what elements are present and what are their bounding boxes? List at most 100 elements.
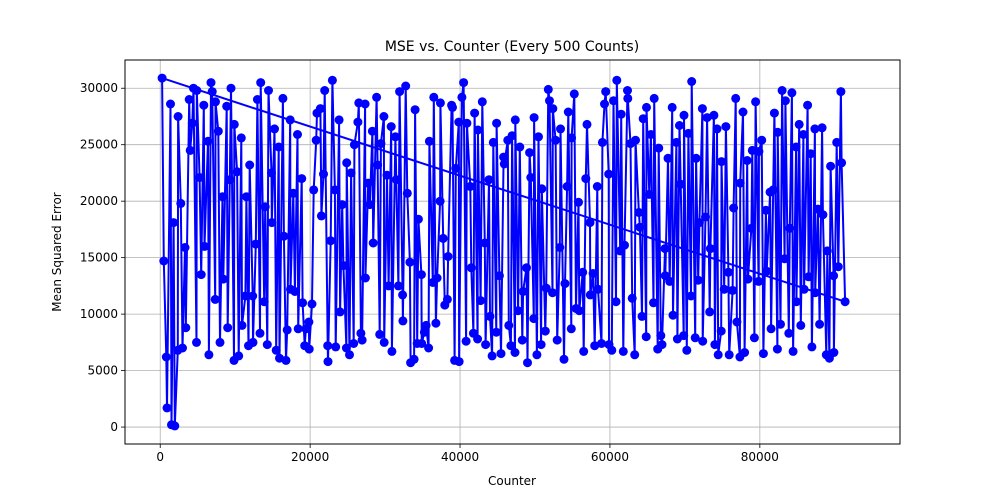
data-point [251, 239, 261, 249]
data-point [710, 340, 720, 350]
data-point [372, 92, 382, 102]
data-point [728, 285, 738, 295]
data-point [236, 133, 246, 143]
data-point [451, 163, 461, 173]
data-point [316, 211, 326, 221]
data-point [649, 298, 658, 308]
data-point [746, 223, 756, 233]
data-point [675, 121, 684, 130]
data-point [735, 178, 745, 188]
data-point [548, 104, 558, 114]
data-point [229, 119, 239, 129]
data-point [260, 202, 270, 212]
data-point [405, 257, 415, 267]
data-point [465, 182, 475, 191]
data-point [690, 333, 700, 343]
data-point [409, 354, 419, 364]
data-point [515, 142, 525, 152]
data-point [494, 271, 504, 281]
data-point [687, 77, 697, 86]
data-point [616, 109, 626, 119]
data-point [804, 272, 814, 282]
data-point [717, 157, 726, 167]
data-point [398, 316, 408, 326]
data-point [386, 122, 396, 132]
data-point [491, 327, 501, 337]
data-point [304, 317, 314, 327]
data-point [732, 317, 742, 327]
data-point [327, 75, 337, 85]
x-tick-label: 20000 [291, 450, 329, 464]
data-point [473, 125, 483, 135]
data-point [523, 358, 532, 368]
data-point [578, 267, 588, 277]
data-point [477, 97, 487, 107]
data-point [518, 287, 528, 296]
data-point [454, 357, 464, 367]
data-point [634, 208, 644, 217]
data-point [526, 173, 536, 182]
data-point [487, 351, 497, 361]
data-point [600, 99, 609, 109]
data-point [534, 132, 543, 142]
data-point [597, 137, 607, 147]
data-point [552, 335, 562, 345]
data-point [184, 95, 194, 104]
data-point [357, 335, 367, 345]
data-point [581, 174, 591, 184]
data-point [225, 175, 235, 185]
data-point [532, 350, 542, 360]
data-point [757, 135, 767, 145]
data-point [641, 332, 651, 342]
data-point [218, 274, 228, 284]
data-point [646, 130, 656, 139]
data-point [749, 333, 759, 343]
data-point [457, 92, 467, 102]
data-point [161, 352, 171, 362]
data-point [719, 284, 729, 294]
data-point [307, 299, 317, 309]
data-point [607, 345, 617, 355]
data-point [676, 179, 686, 189]
data-point [806, 149, 816, 159]
data-point [556, 124, 565, 134]
data-point [592, 182, 602, 191]
data-point [338, 261, 348, 271]
data-point [776, 319, 785, 329]
data-point [537, 184, 547, 194]
data-point [480, 238, 490, 248]
data-point [791, 297, 801, 307]
data-point [365, 200, 375, 210]
data-point [540, 326, 550, 336]
data-point [671, 137, 681, 147]
data-point [817, 123, 827, 133]
data-point [713, 350, 723, 360]
data-point [285, 115, 295, 125]
data-point [330, 185, 340, 195]
data-point [567, 133, 577, 143]
data-point [222, 101, 232, 111]
data-point [712, 124, 722, 134]
data-point [723, 267, 733, 277]
data-point [513, 306, 523, 316]
data-point [311, 135, 321, 145]
data-point [510, 115, 520, 125]
data-point [192, 86, 202, 95]
data-point [349, 339, 359, 348]
data-point [204, 350, 214, 360]
data-point [724, 350, 734, 360]
data-point [443, 252, 453, 261]
data-point [341, 343, 351, 353]
data-point [569, 89, 579, 99]
data-point [682, 345, 692, 355]
data-point [421, 320, 431, 330]
data-point [424, 343, 434, 353]
data-point [334, 115, 344, 125]
data-point [654, 143, 664, 153]
data-point [597, 339, 606, 348]
data-point [379, 112, 389, 121]
y-tick-label: 25000 [80, 138, 118, 152]
data-point [563, 107, 573, 117]
data-point [506, 341, 516, 351]
data-point [510, 348, 520, 357]
